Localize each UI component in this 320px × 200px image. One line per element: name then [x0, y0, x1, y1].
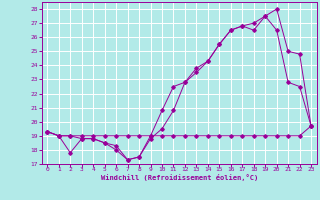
X-axis label: Windchill (Refroidissement éolien,°C): Windchill (Refroidissement éolien,°C) [100, 174, 258, 181]
